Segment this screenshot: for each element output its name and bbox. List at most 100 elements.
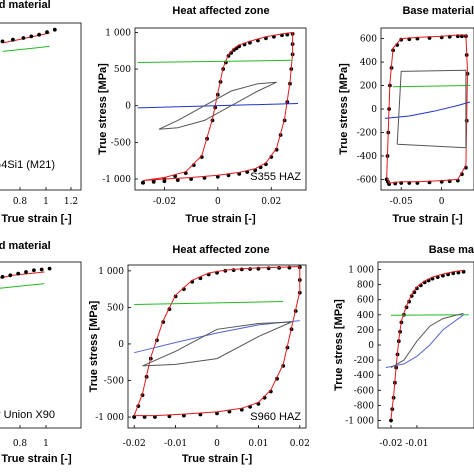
y-tick-label: 200	[357, 326, 374, 336]
y-tick-label: 200	[360, 82, 377, 92]
data-point	[24, 270, 28, 274]
x-tick-label: 0	[439, 197, 445, 207]
x-axis-label: True strain [-]	[1, 213, 72, 225]
series-line	[390, 269, 464, 419]
plot-area	[132, 265, 302, 419]
plot-frame	[0, 261, 82, 429]
x-tick-label: -0.01	[405, 439, 428, 449]
data-point	[39, 267, 44, 272]
series-line	[137, 103, 299, 109]
y-tick-label: 500	[107, 303, 124, 313]
x-axis-label: True strain [-]	[1, 453, 72, 465]
x-tick-label: 1	[43, 439, 49, 449]
data-point	[389, 418, 393, 423]
data-point	[182, 413, 186, 418]
y-tick-label: 1 000	[98, 267, 124, 277]
plot-area	[137, 31, 299, 185]
y-tick-label: 400	[360, 58, 377, 68]
specimen-label: Filler Union X90	[0, 409, 55, 421]
data-point	[175, 178, 180, 183]
y-tick-label: 400	[357, 311, 374, 321]
row-gap	[0, 232, 474, 238]
x-tick-label: -0.02	[379, 439, 402, 449]
y-tick-label: -400	[354, 371, 374, 381]
data-point	[277, 266, 281, 270]
plot-frame	[134, 27, 307, 191]
x-tick-label: 0.02	[261, 197, 281, 207]
chart-panel-tl: Weld material 0.8 1 1.2 True strain [-] G4Si1…	[0, 0, 82, 225]
x-tick-label: 0.01	[248, 439, 268, 449]
y-tick-label: 800	[357, 281, 374, 291]
series-line	[134, 320, 300, 354]
specimen-label: S960 HAZ	[250, 411, 301, 423]
chart-panel-tm: Heat affected zone 1 000 500 0 -500 -1 000 -0.…	[97, 5, 307, 225]
series-line	[137, 59, 293, 63]
series-line	[390, 312, 464, 369]
series-line	[142, 31, 294, 181]
y-tick-label: 0	[371, 105, 377, 115]
series-line	[393, 85, 471, 88]
chart-title: Weld material	[0, 240, 51, 252]
data-point	[16, 271, 21, 276]
specimen-label: S355 HAZ	[250, 171, 301, 183]
data-point	[47, 266, 52, 271]
data-point	[32, 268, 36, 273]
series-line	[0, 283, 45, 289]
plot-frame	[0, 22, 82, 191]
plot-frame	[380, 27, 474, 191]
y-tick-label: 0	[118, 340, 124, 350]
data-point	[8, 273, 13, 278]
chart-title: Heat affected zone	[172, 5, 269, 17]
x-tick-label: 0.8	[13, 197, 28, 207]
x-axis-label: True strain [-]	[392, 213, 463, 225]
plot-area	[384, 34, 471, 187]
data-point	[37, 32, 41, 37]
y-tick-label: -500	[111, 138, 131, 148]
data-point	[11, 37, 15, 42]
series-line	[385, 314, 464, 369]
x-tick-label: 0.8	[13, 439, 28, 449]
x-tick-label: -0.05	[390, 197, 413, 207]
y-tick-label: -600	[357, 175, 377, 185]
x-tick-label: -0.02	[153, 197, 176, 207]
y-axis-label: True stress [MPa]	[333, 299, 345, 391]
y-tick-label: -1 000	[345, 416, 374, 426]
chart-panel-bm: Heat affected zone 1 000 500 0 -500 -1 000 -0.…	[88, 244, 310, 465]
series-line	[396, 69, 467, 149]
chart-title: Base ma	[429, 244, 474, 256]
series-line	[2, 32, 50, 44]
x-tick-label: -0.01	[164, 439, 187, 449]
x-tick-label: 1.2	[64, 197, 78, 207]
data-point	[266, 266, 271, 271]
x-axis-label: True strain [-]	[185, 213, 256, 225]
chart-title: Weld material	[0, 0, 51, 11]
series-line	[2, 45, 50, 52]
y-tick-label: 1 000	[348, 266, 374, 276]
data-point	[287, 265, 292, 270]
x-tick-label: 0.02	[290, 439, 310, 449]
series-line	[384, 101, 471, 119]
y-axis-label: True stress [MPa]	[338, 63, 350, 155]
y-tick-label: 0	[125, 102, 131, 112]
series-line	[133, 265, 301, 417]
y-axis-label: True stress [MPa]	[97, 63, 109, 155]
y-tick-label: 1 000	[105, 28, 131, 38]
y-tick-label: 500	[114, 65, 131, 75]
plot-area	[385, 269, 469, 423]
y-tick-label: -200	[354, 356, 374, 366]
data-point	[29, 34, 34, 39]
chart-panel-bl: Weld material 0.8 1 True strain [-] Filler U…	[0, 240, 82, 465]
x-tick-label: 1	[43, 197, 49, 207]
y-tick-label: -500	[104, 376, 124, 386]
plot-area	[0, 266, 52, 289]
data-point	[231, 268, 236, 272]
series-line	[142, 321, 292, 367]
x-tick-label: 0	[214, 439, 220, 449]
chart-title: Base material	[402, 5, 474, 17]
chart-title: Heat affected zone	[172, 244, 269, 256]
series-line	[386, 34, 469, 184]
data-point	[239, 267, 244, 272]
chart-panel-br: Base ma 1 000 800 600 400 200 0 -200 -400 -600 -80…	[333, 244, 474, 449]
chart-panel-tr: Base material 600 400 200 0 -200 -400 -600 -0.05…	[338, 5, 474, 225]
